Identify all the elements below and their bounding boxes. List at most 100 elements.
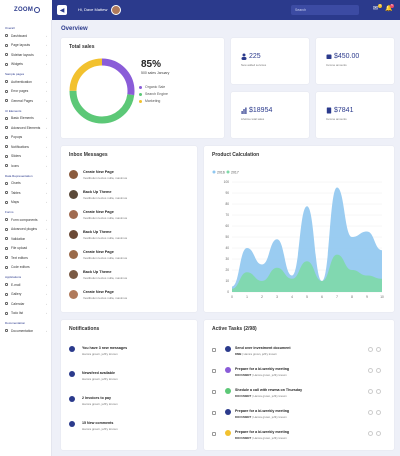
task-checkbox[interactable] [212, 369, 216, 373]
sidebar-item[interactable]: E-mail › [0, 280, 51, 290]
sidebar-item[interactable]: Dashboard › [0, 31, 51, 41]
sidebar-item[interactable]: Notifications › [0, 142, 51, 152]
task-delete-button[interactable] [376, 389, 381, 394]
menu-item-icon [5, 292, 8, 296]
task-delete-button[interactable] [376, 347, 381, 352]
sidebar-item[interactable]: Widgets › [0, 60, 51, 70]
list-item[interactable]: Create New Page Vestibulum lectus nulla, … [69, 208, 197, 224]
sidebar-item[interactable]: Todo list › [0, 309, 51, 319]
sidebar-item[interactable]: Authentication › [0, 77, 51, 87]
sidebar-item[interactable]: Validation › [0, 234, 51, 244]
sidebar-item[interactable]: Sliders › [0, 152, 51, 162]
logo[interactable]: ZOOM [0, 0, 52, 20]
stat-value: $450.00 [334, 53, 360, 60]
sidebar-item-label: E-mail [11, 282, 21, 287]
task-edit-button[interactable] [368, 368, 373, 373]
legend-dot [139, 85, 142, 89]
menu-item-icon [5, 89, 8, 93]
task-delete-button[interactable] [376, 410, 381, 415]
chevron-right-icon: › [46, 301, 47, 306]
chevron-left-icon: ◀ [59, 7, 65, 14]
menu-item-icon [5, 283, 8, 287]
list-item[interactable]: Create New Page Vestibulum lectus nulla, … [69, 168, 197, 184]
sidebar-item-label: Documentation [11, 328, 34, 333]
active-tasks-card: Active Tasks (2/98) Send over investment… [204, 320, 394, 450]
task-checkbox[interactable] [212, 432, 216, 436]
task-row: Shedule a call with rewma on Thursday DOC… [212, 387, 384, 405]
message-snippet: Vestibulum lectus nulla, maximus [83, 216, 128, 220]
notifications-title: Notifications [69, 326, 100, 332]
list-item[interactable]: Back Up Theme Vestibulum lectus nulla, ma… [69, 268, 197, 284]
sidebar-toggle-button[interactable]: ◀ [57, 5, 67, 15]
menu-item-icon [5, 53, 8, 57]
message-title: Back Up Theme [83, 190, 112, 194]
sidebar-item[interactable]: Advanced plugins › [0, 225, 51, 235]
sidebar-item[interactable]: Error pages › [0, 87, 51, 97]
avatar[interactable] [111, 5, 121, 15]
sidebar-item[interactable]: Popups › [0, 133, 51, 143]
sidebar-item[interactable]: Code editors › [0, 263, 51, 273]
sidebar-item[interactable]: General Pages › [0, 96, 51, 106]
list-item[interactable]: Create New Page Vestibulum lectus nulla, … [69, 248, 197, 264]
chart-icon [241, 107, 247, 114]
sidebar-section-title: Data Representation [5, 173, 33, 178]
task-meta: DOCUMENT | Hamra grown, jeffry known [235, 373, 287, 377]
sidebar-item[interactable]: File upload › [0, 244, 51, 254]
menu-item-icon [5, 62, 8, 66]
sidebar-item[interactable]: Page layouts › [0, 41, 51, 51]
sidebar-item[interactable]: Tables › [0, 188, 51, 198]
chevron-right-icon: › [46, 200, 47, 205]
list-item[interactable]: Back Up Theme Vestibulum lectus nulla, ma… [69, 228, 197, 244]
sidebar-item[interactable]: Text editors › [0, 253, 51, 263]
task-checkbox[interactable] [212, 390, 216, 394]
chevron-right-icon: › [46, 246, 47, 251]
area-series-2017 [232, 254, 382, 292]
product-calculation-card: Product Calculation 2016 2017 0 10 20 30 40 50 6… [204, 146, 394, 312]
chevron-right-icon: › [46, 154, 47, 159]
notification-item[interactable]: 2 Invoices to pay Hamra grown, jeffry kno… [69, 394, 194, 412]
menu-item-icon [5, 154, 8, 158]
bell-icon[interactable]: 🔔 5 [385, 4, 394, 12]
list-item[interactable]: Create New Page Vestibulum lectus nulla, … [69, 288, 197, 304]
stat-value: $7841 [334, 107, 354, 114]
task-checkbox[interactable] [212, 411, 216, 415]
notification-item[interactable]: 15 New comments Hamra grown, jeffry known [69, 419, 194, 437]
sidebar-item[interactable]: Maps › [0, 198, 51, 208]
sidebar-item[interactable]: Advanced Elements › [0, 123, 51, 133]
legend-label: Marketing [145, 99, 161, 103]
sidebar-item[interactable]: Form components › [0, 215, 51, 225]
task-checkbox[interactable] [212, 348, 216, 352]
notification-title: Newsfeed available [82, 371, 115, 375]
task-edit-button[interactable] [368, 431, 373, 436]
mail-icon[interactable]: ✉ 3 [373, 4, 382, 12]
sidebar-item[interactable]: Icons › [0, 161, 51, 171]
message-title: Create New Page [83, 290, 114, 294]
menu-item-icon [5, 302, 8, 306]
sidebar-item[interactable]: Documentation › [0, 326, 51, 336]
sidebar-item-label: Sidebar layouts [11, 52, 34, 57]
sidebar-item-label: File upload [11, 246, 28, 251]
sidebar-item[interactable]: Basic Elements › [0, 114, 51, 124]
sidebar-item[interactable]: Charts › [0, 179, 51, 189]
task-delete-button[interactable] [376, 431, 381, 436]
y-tick-label: 90 [225, 191, 229, 195]
menu-item-icon [5, 34, 8, 38]
notification-item[interactable]: You have 3 new messages Hamra grown, jeff… [69, 344, 194, 362]
chevron-right-icon: › [46, 116, 47, 121]
sidebar-item[interactable]: Gallery › [0, 290, 51, 300]
notification-title: 15 New comments [82, 421, 114, 425]
task-edit-button[interactable] [368, 410, 373, 415]
x-tick-label: 2 [261, 295, 263, 299]
sidebar-item[interactable]: Calendar › [0, 299, 51, 309]
task-edit-button[interactable] [368, 389, 373, 394]
sidebar-item-label: Calendar [11, 301, 25, 306]
task-edit-button[interactable] [368, 347, 373, 352]
search-input[interactable]: Search [291, 5, 359, 15]
list-item[interactable]: Back Up Theme Vestibulum lectus nulla, ma… [69, 188, 197, 204]
task-delete-button[interactable] [376, 368, 381, 373]
sidebar-item[interactable]: Sidebar layouts › [0, 50, 51, 60]
x-tick-label: 7 [336, 295, 338, 299]
notification-item[interactable]: Newsfeed available Hamra grown, jeffry kn… [69, 369, 194, 387]
x-tick-label: 0 [231, 295, 233, 299]
message-snippet: Vestibulum lectus nulla, maximus [83, 236, 128, 240]
